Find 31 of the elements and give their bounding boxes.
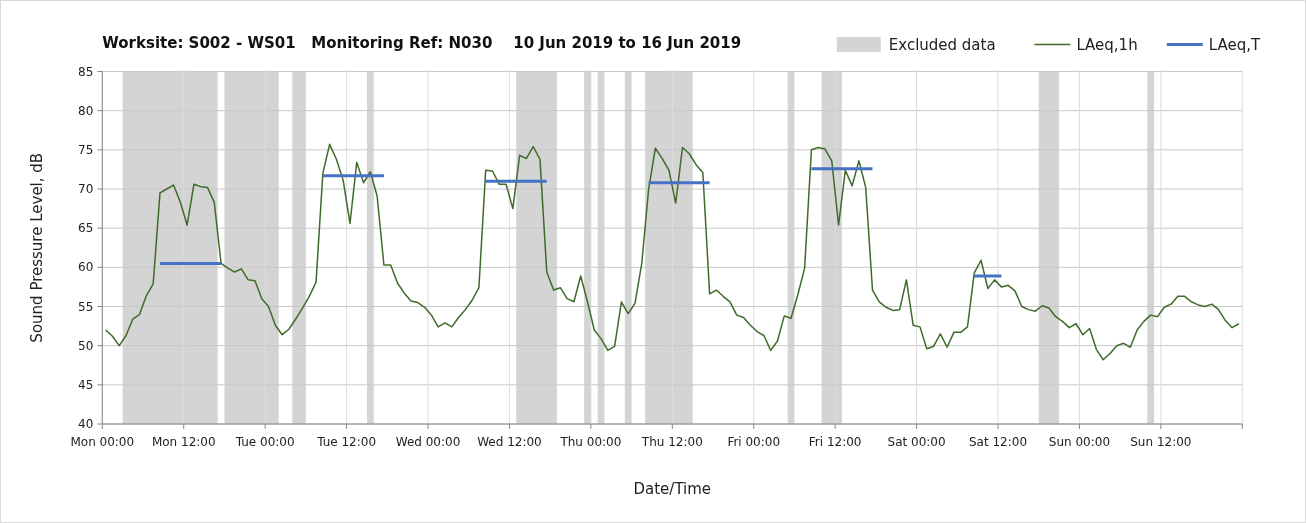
y-tick-label: 40 (78, 417, 94, 431)
line-series (104, 143, 1240, 361)
x-tick-label: Tue 12:00 (316, 435, 377, 449)
x-tick-label: Sat 00:00 (887, 435, 946, 449)
y-tick-label: 85 (78, 64, 94, 79)
x-tick-label: Sat 12:00 (968, 435, 1028, 449)
legend-label: LAeq,1h (1076, 36, 1138, 54)
y-tick-label: 70 (78, 182, 94, 196)
x-tick-label: Fri 00:00 (727, 435, 781, 449)
y-tick-label: 80 (78, 103, 94, 118)
x-tick-label: Thu 00:00 (559, 435, 622, 449)
y-tick-label: 50 (78, 338, 94, 353)
legend-label: Excluded data (888, 36, 996, 54)
y-tick-label: 55 (78, 299, 94, 314)
x-tick-label: Tue 00:00 (234, 435, 295, 449)
x-tick-label: Wed 00:00 (395, 435, 461, 449)
y-tick-label: 65 (78, 221, 94, 236)
y-tick-label: 60 (78, 260, 94, 275)
y-tick-label: 75 (78, 142, 94, 157)
y-tick-label: 45 (78, 377, 94, 392)
x-tick-label: Thu 12:00 (640, 435, 703, 449)
x-tick-label: Fri 12:00 (808, 435, 862, 449)
y-axis-title: Sound Pressure Level, dB (28, 152, 46, 343)
x-tick-label: Mon 12:00 (151, 435, 216, 449)
x-tick-label: Sun 00:00 (1048, 435, 1111, 449)
x-tick-label: Wed 12:00 (477, 435, 542, 449)
chart-title: Worksite: S002 - WS01 Monitoring Ref: N030 10 Jun 2019 to 16 Jun 2019 (102, 34, 742, 52)
legend-label: LAeq,T (1208, 36, 1262, 54)
x-tick-label: Mon 00:00 (70, 435, 135, 449)
x-tick-label: Sun 12:00 (1130, 435, 1192, 449)
x-axis-title: Date/Time (633, 480, 712, 498)
